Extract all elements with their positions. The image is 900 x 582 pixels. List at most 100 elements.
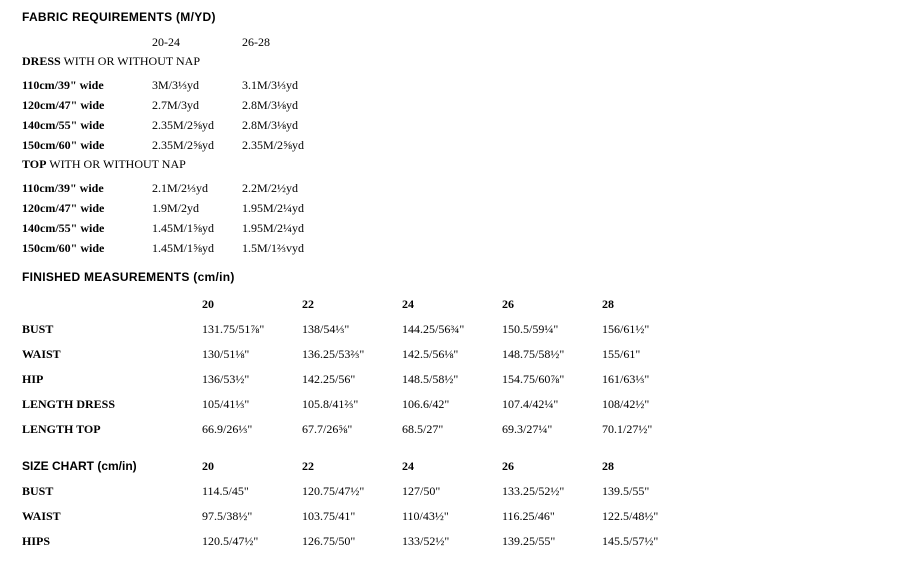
fabric-dress-label-rest: WITH OR WITHOUT NAP (61, 54, 200, 68)
sizechart-label: BUST (22, 479, 202, 504)
size-chart-size-4: 28 (602, 454, 702, 479)
sizechart-row: WAIST97.5/38½"103.75/41"110/43½"116.25/4… (22, 504, 702, 529)
fabric-dress-a: 3M/3⅓yd (152, 75, 242, 95)
fabric-top-row: 110cm/39" wide2.1M/2⅓yd2.2M/2½yd (22, 178, 362, 198)
finished-row: LENGTH TOP66.9/26⅓"67.7/26⅝"68.5/27"69.3… (22, 417, 702, 442)
finished-value: 150.5/59¼" (502, 317, 602, 342)
fabric-top-table: 110cm/39" wide2.1M/2⅓yd2.2M/2½yd120cm/47… (22, 178, 362, 258)
fabric-dress-b: 2.35M/2⅝yd (242, 135, 362, 155)
finished-value: 136.25/53⅔" (302, 342, 402, 367)
finished-value: 155/61" (602, 342, 702, 367)
fabric-top-a: 1.45M/1⅝yd (152, 218, 242, 238)
fabric-top-b: 1.95M/2¼yd (242, 198, 362, 218)
finished-value: 68.5/27" (402, 417, 502, 442)
sizechart-value: 133.25/52½" (502, 479, 602, 504)
finished-value: 69.3/27¼" (502, 417, 602, 442)
finished-label: WAIST (22, 342, 202, 367)
finished-value: 131.75/51⅞" (202, 317, 302, 342)
fabric-heading: FABRIC REQUIREMENTS (M/YD) (22, 10, 878, 24)
fabric-top-width: 140cm/55" wide (22, 218, 152, 238)
size-chart-size-2: 24 (402, 454, 502, 479)
fabric-top-width: 110cm/39" wide (22, 178, 152, 198)
sizechart-value: 97.5/38½" (202, 504, 302, 529)
finished-label: LENGTH DRESS (22, 392, 202, 417)
size-chart-size-1: 22 (302, 454, 402, 479)
finished-value: 142.5/56⅛" (402, 342, 502, 367)
fabric-dress-width: 120cm/47" wide (22, 95, 152, 115)
sizechart-value: 116.25/46" (502, 504, 602, 529)
sizechart-value: 114.5/45" (202, 479, 302, 504)
size-chart-size-0: 20 (202, 454, 302, 479)
sizechart-value: 120.75/47½" (302, 479, 402, 504)
sizechart-row: HIPS120.5/47½"126.75/50"133/52½"139.25/5… (22, 529, 702, 554)
finished-value: 70.1/27½" (602, 417, 702, 442)
finished-size-0: 20 (202, 292, 302, 317)
finished-value: 148.5/58½" (402, 367, 502, 392)
fabric-dress-table: 110cm/39" wide3M/3⅓yd3.1M/3⅓yd120cm/47" … (22, 75, 362, 155)
finished-value: 66.9/26⅓" (202, 417, 302, 442)
finished-value: 156/61½" (602, 317, 702, 342)
fabric-dress-a: 2.7M/3yd (152, 95, 242, 115)
fabric-size-col-b: 26-28 (242, 32, 362, 52)
finished-value: 67.7/26⅝" (302, 417, 402, 442)
sizechart-value: 133/52½" (402, 529, 502, 554)
size-chart-table: SIZE CHART (cm/in) 20 22 24 26 28 BUST11… (22, 454, 702, 554)
finished-value: 154.75/60⅞" (502, 367, 602, 392)
fabric-dress-a: 2.35M/2⅝yd (152, 115, 242, 135)
finished-label: HIP (22, 367, 202, 392)
finished-value: 142.25/56" (302, 367, 402, 392)
page: FABRIC REQUIREMENTS (M/YD) 20-24 26-28 D… (0, 0, 900, 582)
finished-value: 136/53½" (202, 367, 302, 392)
fabric-dress-row: 110cm/39" wide3M/3⅓yd3.1M/3⅓yd (22, 75, 362, 95)
fabric-dress-a: 2.35M/2⅝yd (152, 135, 242, 155)
fabric-top-row: 150cm/60" wide1.45M/1⅝yd1.5M/1⅔vyd (22, 238, 362, 258)
sizechart-value: 127/50" (402, 479, 502, 504)
fabric-dress-b: 2.8M/3⅛yd (242, 95, 362, 115)
finished-size-1: 22 (302, 292, 402, 317)
finished-size-4: 28 (602, 292, 702, 317)
fabric-dress-b: 2.8M/3⅛yd (242, 115, 362, 135)
finished-value: 108/42½" (602, 392, 702, 417)
finished-value: 107.4/42¼" (502, 392, 602, 417)
sizechart-value: 120.5/47½" (202, 529, 302, 554)
fabric-dress-row: 120cm/47" wide2.7M/3yd2.8M/3⅛yd (22, 95, 362, 115)
fabric-top-b: 1.95M/2¼yd (242, 218, 362, 238)
sizechart-row: BUST114.5/45"120.75/47½"127/50"133.25/52… (22, 479, 702, 504)
finished-size-2: 24 (402, 292, 502, 317)
fabric-dress-width: 140cm/55" wide (22, 115, 152, 135)
fabric-top-a: 2.1M/2⅓yd (152, 178, 242, 198)
fabric-dress-width: 110cm/39" wide (22, 75, 152, 95)
sizechart-label: HIPS (22, 529, 202, 554)
finished-size-3: 26 (502, 292, 602, 317)
finished-heading: FINISHED MEASUREMENTS (cm/in) (22, 270, 878, 284)
fabric-dress-subtitle: DRESS WITH OR WITHOUT NAP (22, 54, 878, 69)
sizechart-value: 139.5/55" (602, 479, 702, 504)
sizechart-value: 145.5/57½" (602, 529, 702, 554)
fabric-top-label-bold: TOP (22, 157, 46, 171)
fabric-top-b: 1.5M/1⅔vyd (242, 238, 362, 258)
fabric-top-a: 1.9M/2yd (152, 198, 242, 218)
fabric-dress-row: 140cm/55" wide2.35M/2⅝yd2.8M/3⅛yd (22, 115, 362, 135)
finished-value: 105/41⅓" (202, 392, 302, 417)
fabric-top-row: 140cm/55" wide1.45M/1⅝yd1.95M/2¼yd (22, 218, 362, 238)
size-chart-unit: (cm/in) (94, 459, 137, 473)
finished-label: LENGTH TOP (22, 417, 202, 442)
fabric-top-subtitle: TOP WITH OR WITHOUT NAP (22, 157, 878, 172)
size-chart-heading: SIZE CHART (22, 459, 94, 473)
sizechart-value: 126.75/50" (302, 529, 402, 554)
fabric-dress-row: 150cm/60" wide2.35M/2⅝yd2.35M/2⅝yd (22, 135, 362, 155)
fabric-top-row: 120cm/47" wide1.9M/2yd1.95M/2¼yd (22, 198, 362, 218)
fabric-top-width: 120cm/47" wide (22, 198, 152, 218)
fabric-top-width: 150cm/60" wide (22, 238, 152, 258)
fabric-dress-width: 150cm/60" wide (22, 135, 152, 155)
fabric-dress-label-bold: DRESS (22, 54, 61, 68)
sizechart-value: 122.5/48½" (602, 504, 702, 529)
size-chart-size-3: 26 (502, 454, 602, 479)
finished-table: 20 22 24 26 28 BUST131.75/51⅞"138/54⅓"14… (22, 292, 702, 442)
fabric-size-col-a: 20-24 (152, 32, 242, 52)
finished-value: 144.25/56¾" (402, 317, 502, 342)
finished-label: BUST (22, 317, 202, 342)
sizechart-value: 139.25/55" (502, 529, 602, 554)
fabric-top-label-rest: WITH OR WITHOUT NAP (46, 157, 185, 171)
finished-row: LENGTH DRESS105/41⅓"105.8/41⅔"106.6/42"1… (22, 392, 702, 417)
